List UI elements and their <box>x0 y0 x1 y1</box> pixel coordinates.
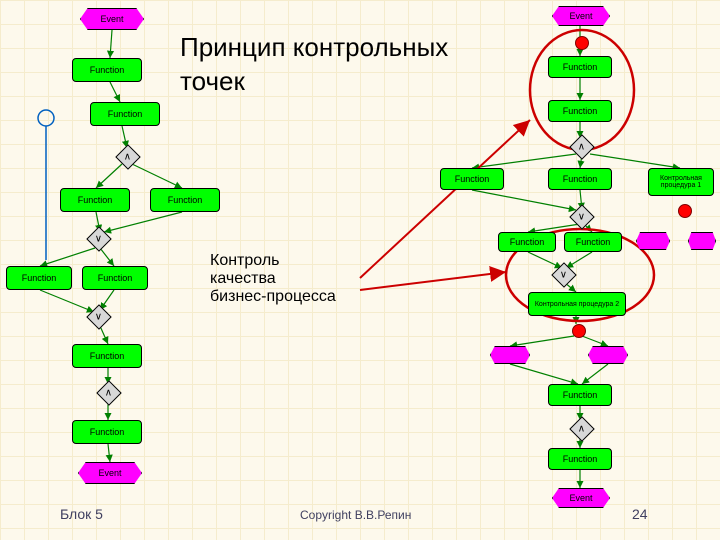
right-func-node: Function <box>548 448 612 470</box>
left-func-node: Function <box>72 344 142 368</box>
left-func-node: Function <box>72 420 142 444</box>
right-event-node <box>490 346 530 364</box>
right-func-node: Function <box>564 232 622 252</box>
right-func-node: Контрольная процедура 1 <box>648 168 714 196</box>
control-dot <box>678 204 692 218</box>
left-func-node: Function <box>6 266 72 290</box>
right-event-node <box>636 232 670 250</box>
right-event-node: Event <box>552 6 610 26</box>
right-func-node: Function <box>548 56 612 78</box>
left-func-node: Function <box>82 266 148 290</box>
left-func-node: Function <box>60 188 130 212</box>
left-func-node: Function <box>72 58 142 82</box>
right-func-node: Function <box>440 168 504 190</box>
right-func-node: Function <box>548 100 612 122</box>
right-func-node: Function <box>548 384 612 406</box>
right-func-node: Function <box>548 168 612 190</box>
right-event-node: Event <box>552 488 610 508</box>
control-dot <box>575 36 589 50</box>
right-func-node: Контрольная процедура 2 <box>528 292 626 316</box>
right-event-node <box>588 346 628 364</box>
left-event-node: Event <box>80 8 144 30</box>
control-dot <box>572 324 586 338</box>
left-event-node: Event <box>78 462 142 484</box>
right-event-node <box>688 232 716 250</box>
left-func-node: Function <box>90 102 160 126</box>
right-func-node: Function <box>498 232 556 252</box>
left-func-node: Function <box>150 188 220 212</box>
